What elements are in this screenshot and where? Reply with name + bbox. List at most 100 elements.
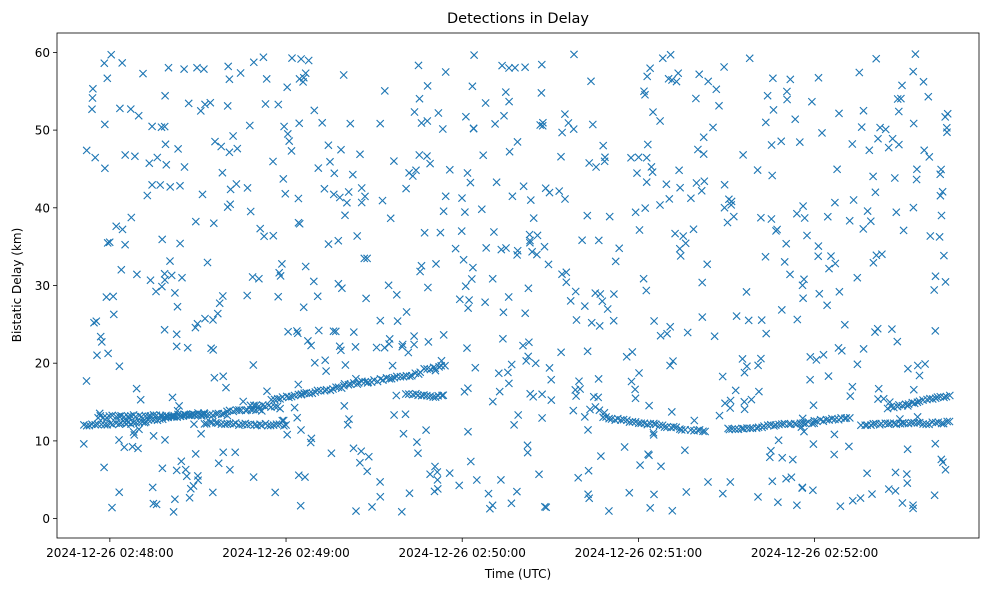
data-point — [330, 169, 339, 178]
data-point — [648, 168, 657, 177]
data-point — [492, 178, 501, 187]
data-point — [415, 94, 424, 103]
data-point — [335, 193, 344, 202]
data-point — [470, 51, 479, 60]
data-point — [507, 360, 516, 369]
data-point — [389, 157, 398, 166]
data-point — [417, 119, 426, 127]
data-point — [642, 153, 651, 162]
data-point — [818, 128, 826, 137]
data-point — [339, 71, 348, 79]
data-point — [100, 120, 109, 129]
data-point — [806, 352, 815, 361]
data-point — [814, 252, 823, 261]
data-point — [410, 108, 419, 116]
data-point — [463, 169, 472, 177]
data-point — [388, 361, 397, 370]
data-point — [236, 69, 245, 77]
data-point — [807, 97, 816, 106]
data-point — [806, 375, 815, 384]
data-point — [88, 94, 97, 102]
data-point — [931, 272, 940, 281]
data-point — [249, 361, 258, 369]
data-point — [931, 326, 940, 335]
data-point — [263, 387, 271, 396]
data-point — [201, 100, 209, 109]
data-point — [700, 177, 709, 186]
data-point — [814, 242, 823, 251]
data-point — [665, 194, 674, 203]
data-point — [566, 296, 575, 305]
data-point — [182, 472, 191, 481]
data-point — [732, 312, 741, 321]
data-point — [295, 119, 304, 128]
data-point — [451, 244, 460, 253]
data-point — [262, 74, 271, 83]
data-point — [557, 348, 566, 357]
data-point — [594, 374, 603, 383]
data-point — [800, 275, 808, 284]
data-point — [642, 286, 651, 295]
data-point — [710, 332, 719, 341]
data-point — [943, 417, 952, 426]
data-point — [909, 504, 918, 513]
data-point — [912, 165, 921, 174]
data-point — [769, 105, 778, 114]
data-point — [180, 65, 189, 74]
data-point — [95, 409, 104, 418]
data-point — [176, 239, 185, 248]
data-point — [809, 440, 818, 449]
data-point — [763, 91, 772, 100]
data-point — [357, 447, 366, 456]
data-point — [436, 228, 445, 237]
data-point — [768, 171, 777, 180]
data-point — [894, 140, 903, 149]
data-point — [871, 328, 879, 337]
data-point — [337, 145, 345, 154]
data-point — [767, 215, 776, 223]
data-point — [301, 262, 310, 271]
data-point — [926, 232, 935, 240]
data-point — [139, 69, 147, 78]
data-point — [283, 83, 292, 92]
data-point — [587, 77, 595, 86]
data-point — [468, 263, 477, 272]
data-point — [727, 200, 736, 209]
data-point — [292, 327, 301, 335]
data-point — [646, 64, 655, 73]
data-point — [465, 296, 474, 305]
data-point — [545, 363, 554, 372]
data-point — [201, 314, 209, 323]
data-point — [675, 166, 684, 175]
data-point — [222, 383, 230, 392]
data-point — [135, 425, 143, 434]
data-point — [294, 471, 303, 480]
data-point — [519, 341, 527, 350]
data-point — [589, 392, 598, 401]
data-point — [376, 477, 385, 486]
data-point — [233, 144, 242, 153]
x-axis-label: Time (UTC) — [484, 567, 551, 581]
data-point — [587, 318, 596, 327]
data-point — [792, 209, 801, 218]
data-point — [249, 58, 258, 67]
data-point — [924, 92, 933, 101]
data-point — [510, 420, 519, 429]
data-point — [869, 419, 878, 428]
data-point — [103, 74, 112, 83]
data-point — [297, 55, 306, 63]
data-point — [508, 192, 517, 201]
data-point — [513, 137, 522, 146]
data-point — [887, 325, 896, 334]
data-point — [423, 365, 432, 373]
data-point — [459, 255, 468, 264]
data-point — [937, 165, 946, 174]
data-point — [761, 252, 770, 261]
data-point — [121, 151, 130, 159]
data-point — [920, 146, 929, 155]
data-point — [178, 273, 186, 282]
data-point — [526, 389, 535, 398]
data-point — [747, 395, 756, 404]
data-point — [731, 425, 740, 434]
data-point — [348, 170, 357, 179]
